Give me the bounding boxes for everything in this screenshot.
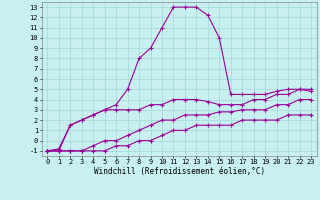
X-axis label: Windchill (Refroidissement éolien,°C): Windchill (Refroidissement éolien,°C) [94,167,265,176]
